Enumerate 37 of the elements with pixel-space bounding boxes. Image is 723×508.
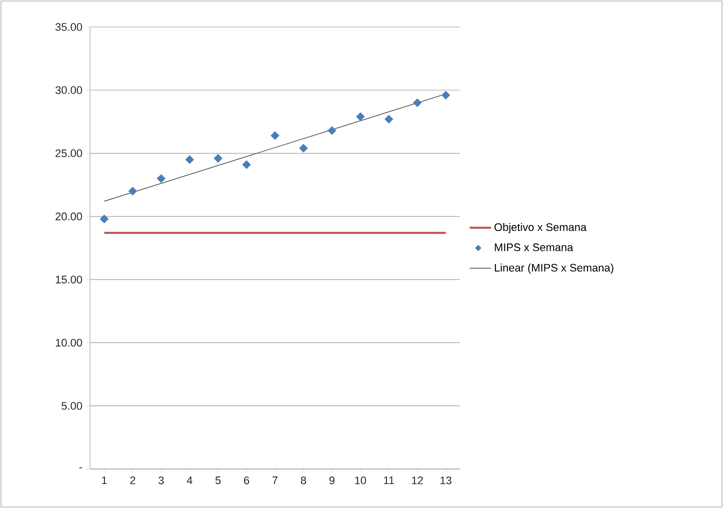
- point: [356, 112, 365, 122]
- y-tick-label: -: [79, 467, 82, 468]
- x-tick-label: 8: [300, 476, 306, 484]
- x-tick-label: 10: [355, 476, 366, 484]
- y-tick-label: 35.00: [55, 23, 82, 31]
- legend-label: MIPS x Semana: [494, 243, 574, 252]
- x-tick-label: 1: [102, 476, 107, 484]
- y-tick-label: 30.00: [55, 86, 82, 94]
- y-tick-label: 20.00: [56, 212, 82, 220]
- x-tick-label: 12: [412, 476, 423, 484]
- x-tick-label: 4: [186, 476, 192, 484]
- x-tick-label: 5: [215, 476, 221, 484]
- y-tick-label: 25.00: [56, 149, 82, 158]
- x-tick-label: 6: [244, 476, 250, 484]
- point: [270, 131, 280, 140]
- point: [156, 174, 166, 183]
- x-tick-label: 9: [329, 476, 334, 484]
- y-tick-label: 5.00: [62, 402, 82, 410]
- y-tick-label: 10.00: [56, 338, 82, 347]
- point: [185, 155, 194, 164]
- point: [299, 144, 308, 153]
- point: [328, 126, 336, 135]
- point: [128, 186, 138, 196]
- legend-label: Linear (MIPS x Semana): [494, 264, 614, 274]
- point: [214, 154, 222, 163]
- legend-label: Objetivo x Semana: [494, 222, 587, 234]
- y-tick-label: 15.00: [56, 276, 82, 284]
- x-tick-label: 3: [158, 476, 164, 484]
- point: [441, 90, 450, 100]
- point: [100, 214, 109, 224]
- point: [384, 114, 394, 124]
- x-tick-label: 7: [272, 476, 278, 484]
- point: [242, 160, 251, 170]
- point: [412, 98, 422, 108]
- x-tick-label: 13: [440, 476, 452, 484]
- x-tick-label: 11: [384, 476, 394, 484]
- x-tick-label: 2: [130, 476, 136, 484]
